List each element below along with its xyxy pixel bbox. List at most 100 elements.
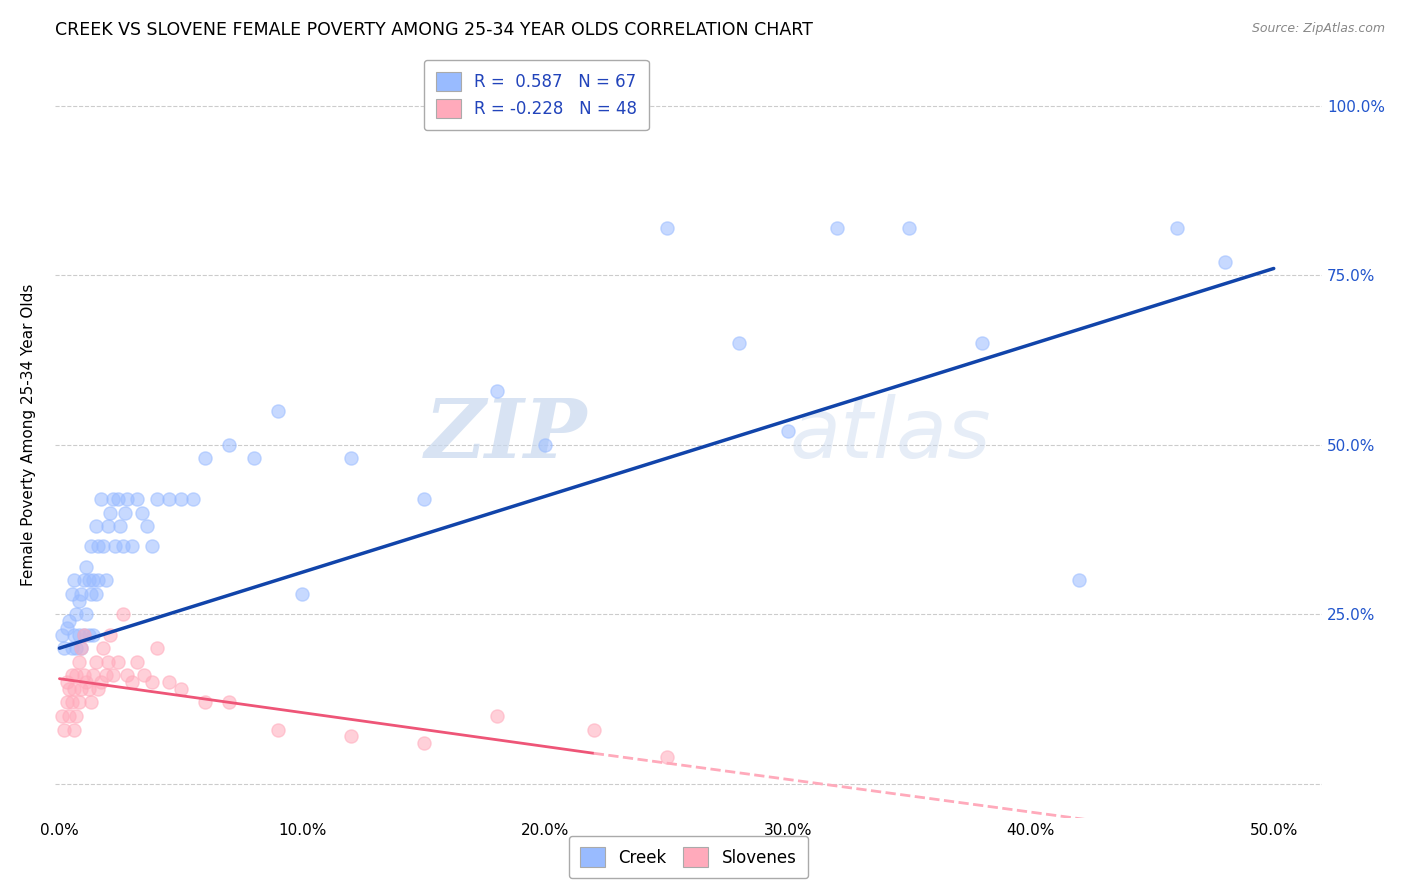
Point [127,655,149,669]
Point [87,574,110,588]
Point [53,723,76,737]
Point [340,729,363,743]
Point [218,438,240,452]
Point [90,491,112,506]
Point [60,641,83,656]
Point [84,655,107,669]
Point [82,574,104,588]
Point [77,627,100,641]
Y-axis label: Female Poverty Among 25-34 Year Olds: Female Poverty Among 25-34 Year Olds [21,284,35,586]
Point [101,668,124,682]
Point [63,574,86,588]
Point [84,587,107,601]
Point [267,723,290,737]
Point [75,675,97,690]
Point [134,668,156,682]
Point [412,491,434,506]
Point [135,519,157,533]
Point [80,587,103,601]
Point [111,540,134,554]
Text: ZIP: ZIP [425,394,588,475]
Point [53,641,76,656]
Point [242,451,264,466]
Point [55,621,77,635]
Point [107,655,129,669]
Point [170,491,193,506]
Point [534,438,557,452]
Point [101,491,124,506]
Text: atlas: atlas [790,394,991,475]
Point [67,593,90,607]
Text: CREEK VS SLOVENE FEMALE POVERTY AMONG 25-34 YEAR OLDS CORRELATION CHART: CREEK VS SLOVENE FEMALE POVERTY AMONG 25… [55,21,813,39]
Point [107,491,129,506]
Point [70,641,93,656]
Point [582,723,605,737]
Point [58,709,80,723]
Point [65,709,87,723]
Point [75,559,97,574]
Point [77,574,100,588]
Point [121,540,143,554]
Point [114,506,136,520]
Point [485,384,508,398]
Point [111,607,134,622]
Point [97,519,120,533]
Point [80,695,103,709]
Point [94,574,117,588]
Point [117,491,139,506]
Point [73,668,96,682]
Point [91,540,114,554]
Point [157,491,180,506]
Point [51,627,73,641]
Point [655,220,678,235]
Point [100,506,122,520]
Point [67,627,90,641]
Point [65,641,87,656]
Point [972,336,994,351]
Point [65,668,87,682]
Point [60,668,83,682]
Point [100,627,122,641]
Point [340,451,363,466]
Point [291,587,314,601]
Point [1213,254,1236,268]
Point [82,668,104,682]
Point [728,336,751,351]
Point [67,695,90,709]
Point [63,681,86,696]
Point [108,519,131,533]
Point [121,675,143,690]
Point [58,681,80,696]
Legend: Creek, Slovenes: Creek, Slovenes [568,836,808,879]
Point [104,540,127,554]
Point [655,749,678,764]
Point [65,607,87,622]
Point [117,668,139,682]
Point [131,506,153,520]
Point [898,220,921,235]
Point [55,675,77,690]
Point [97,655,120,669]
Point [84,519,107,533]
Point [70,641,93,656]
Point [63,627,86,641]
Point [63,723,86,737]
Text: Source: ZipAtlas.com: Source: ZipAtlas.com [1251,22,1385,36]
Point [73,627,96,641]
Point [145,491,167,506]
Point [67,655,90,669]
Point [194,451,217,466]
Point [170,681,193,696]
Point [1166,220,1188,235]
Point [58,614,80,628]
Point [70,681,93,696]
Point [75,607,97,622]
Point [141,540,163,554]
Point [1069,574,1091,588]
Point [91,641,114,656]
Point [157,675,180,690]
Point [90,675,112,690]
Point [181,491,204,506]
Point [412,736,434,750]
Point [60,695,83,709]
